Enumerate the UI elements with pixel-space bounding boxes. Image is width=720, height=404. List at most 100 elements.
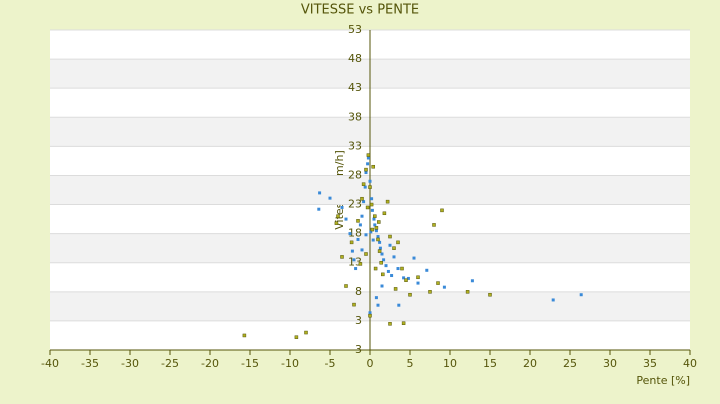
point bbox=[348, 232, 352, 236]
point bbox=[382, 211, 387, 216]
y-tick-label: 8 bbox=[355, 285, 362, 298]
x-tick-label: -15 bbox=[241, 357, 259, 370]
point bbox=[361, 182, 366, 186]
y-tick-label: 23 bbox=[348, 198, 362, 211]
x-tick-label: 35 bbox=[643, 357, 657, 370]
point bbox=[377, 220, 381, 224]
chart-title: VITESSE vs PENTE bbox=[301, 3, 419, 18]
point bbox=[416, 275, 420, 280]
point bbox=[488, 292, 492, 297]
point bbox=[425, 268, 429, 272]
point bbox=[436, 281, 440, 285]
point bbox=[392, 246, 396, 250]
x-tick-label: 15 bbox=[483, 357, 497, 370]
point bbox=[336, 214, 340, 218]
point bbox=[368, 311, 372, 315]
point bbox=[358, 223, 362, 227]
point bbox=[408, 292, 412, 297]
point bbox=[402, 276, 406, 280]
point bbox=[382, 258, 386, 262]
point bbox=[378, 246, 382, 250]
y-tick-label: 43 bbox=[348, 81, 362, 94]
point bbox=[380, 252, 384, 256]
point bbox=[397, 303, 401, 307]
point bbox=[334, 221, 339, 225]
point bbox=[390, 274, 394, 278]
point bbox=[428, 290, 432, 294]
point bbox=[364, 233, 368, 237]
x-tick-label: 40 bbox=[683, 357, 697, 370]
point bbox=[374, 296, 378, 300]
point bbox=[328, 196, 332, 200]
point bbox=[352, 258, 356, 262]
point bbox=[363, 185, 367, 189]
point bbox=[406, 276, 410, 280]
x-tick-label: -40 bbox=[41, 357, 59, 370]
point bbox=[380, 284, 384, 288]
point bbox=[386, 269, 390, 273]
y-tick-label: 48 bbox=[348, 52, 362, 65]
point bbox=[366, 162, 370, 166]
y-tick-label: 3 bbox=[355, 314, 362, 327]
point bbox=[369, 230, 373, 234]
point bbox=[388, 234, 392, 239]
point bbox=[364, 167, 368, 172]
x-tick-label: -5 bbox=[325, 357, 336, 370]
point bbox=[381, 272, 385, 277]
point bbox=[401, 321, 406, 325]
point bbox=[368, 185, 372, 189]
y-tick-label: 33 bbox=[348, 139, 362, 152]
point bbox=[400, 266, 404, 271]
point bbox=[340, 255, 344, 259]
point bbox=[388, 322, 392, 326]
point bbox=[384, 264, 388, 268]
y-tick-label: 28 bbox=[348, 168, 362, 181]
point bbox=[470, 279, 474, 283]
point bbox=[365, 205, 370, 210]
point bbox=[364, 171, 368, 175]
x-tick-label: -25 bbox=[161, 357, 179, 370]
point bbox=[344, 217, 348, 221]
point bbox=[354, 267, 358, 271]
point bbox=[373, 214, 377, 218]
point bbox=[360, 196, 364, 201]
point bbox=[432, 223, 436, 227]
point bbox=[364, 252, 368, 256]
x-axis-label: Pente [%] bbox=[636, 374, 690, 387]
x-tick-label: -35 bbox=[81, 357, 99, 370]
x-tick-label: -20 bbox=[201, 357, 219, 370]
point bbox=[579, 293, 583, 297]
point bbox=[370, 227, 375, 232]
point bbox=[318, 191, 322, 195]
point bbox=[440, 208, 444, 213]
point bbox=[393, 287, 398, 291]
point bbox=[294, 335, 299, 339]
point bbox=[370, 197, 374, 201]
point bbox=[396, 267, 400, 271]
point bbox=[356, 219, 360, 223]
point bbox=[371, 164, 375, 169]
point bbox=[388, 243, 392, 247]
x-tick-label: -30 bbox=[121, 357, 139, 370]
point bbox=[340, 205, 344, 209]
point bbox=[465, 290, 470, 294]
point bbox=[356, 237, 360, 241]
point bbox=[349, 240, 354, 245]
point bbox=[368, 179, 372, 183]
x-tick-label: -10 bbox=[281, 357, 299, 370]
y-tick-label: 13 bbox=[348, 256, 362, 269]
point bbox=[317, 207, 321, 211]
point bbox=[376, 235, 380, 239]
point bbox=[304, 330, 308, 335]
point bbox=[373, 223, 377, 227]
point bbox=[392, 255, 396, 259]
point bbox=[396, 240, 400, 245]
point bbox=[376, 237, 380, 242]
point bbox=[371, 238, 375, 242]
point bbox=[378, 240, 382, 244]
point bbox=[551, 298, 555, 302]
point bbox=[377, 249, 382, 253]
point bbox=[369, 202, 374, 207]
point bbox=[374, 229, 378, 233]
